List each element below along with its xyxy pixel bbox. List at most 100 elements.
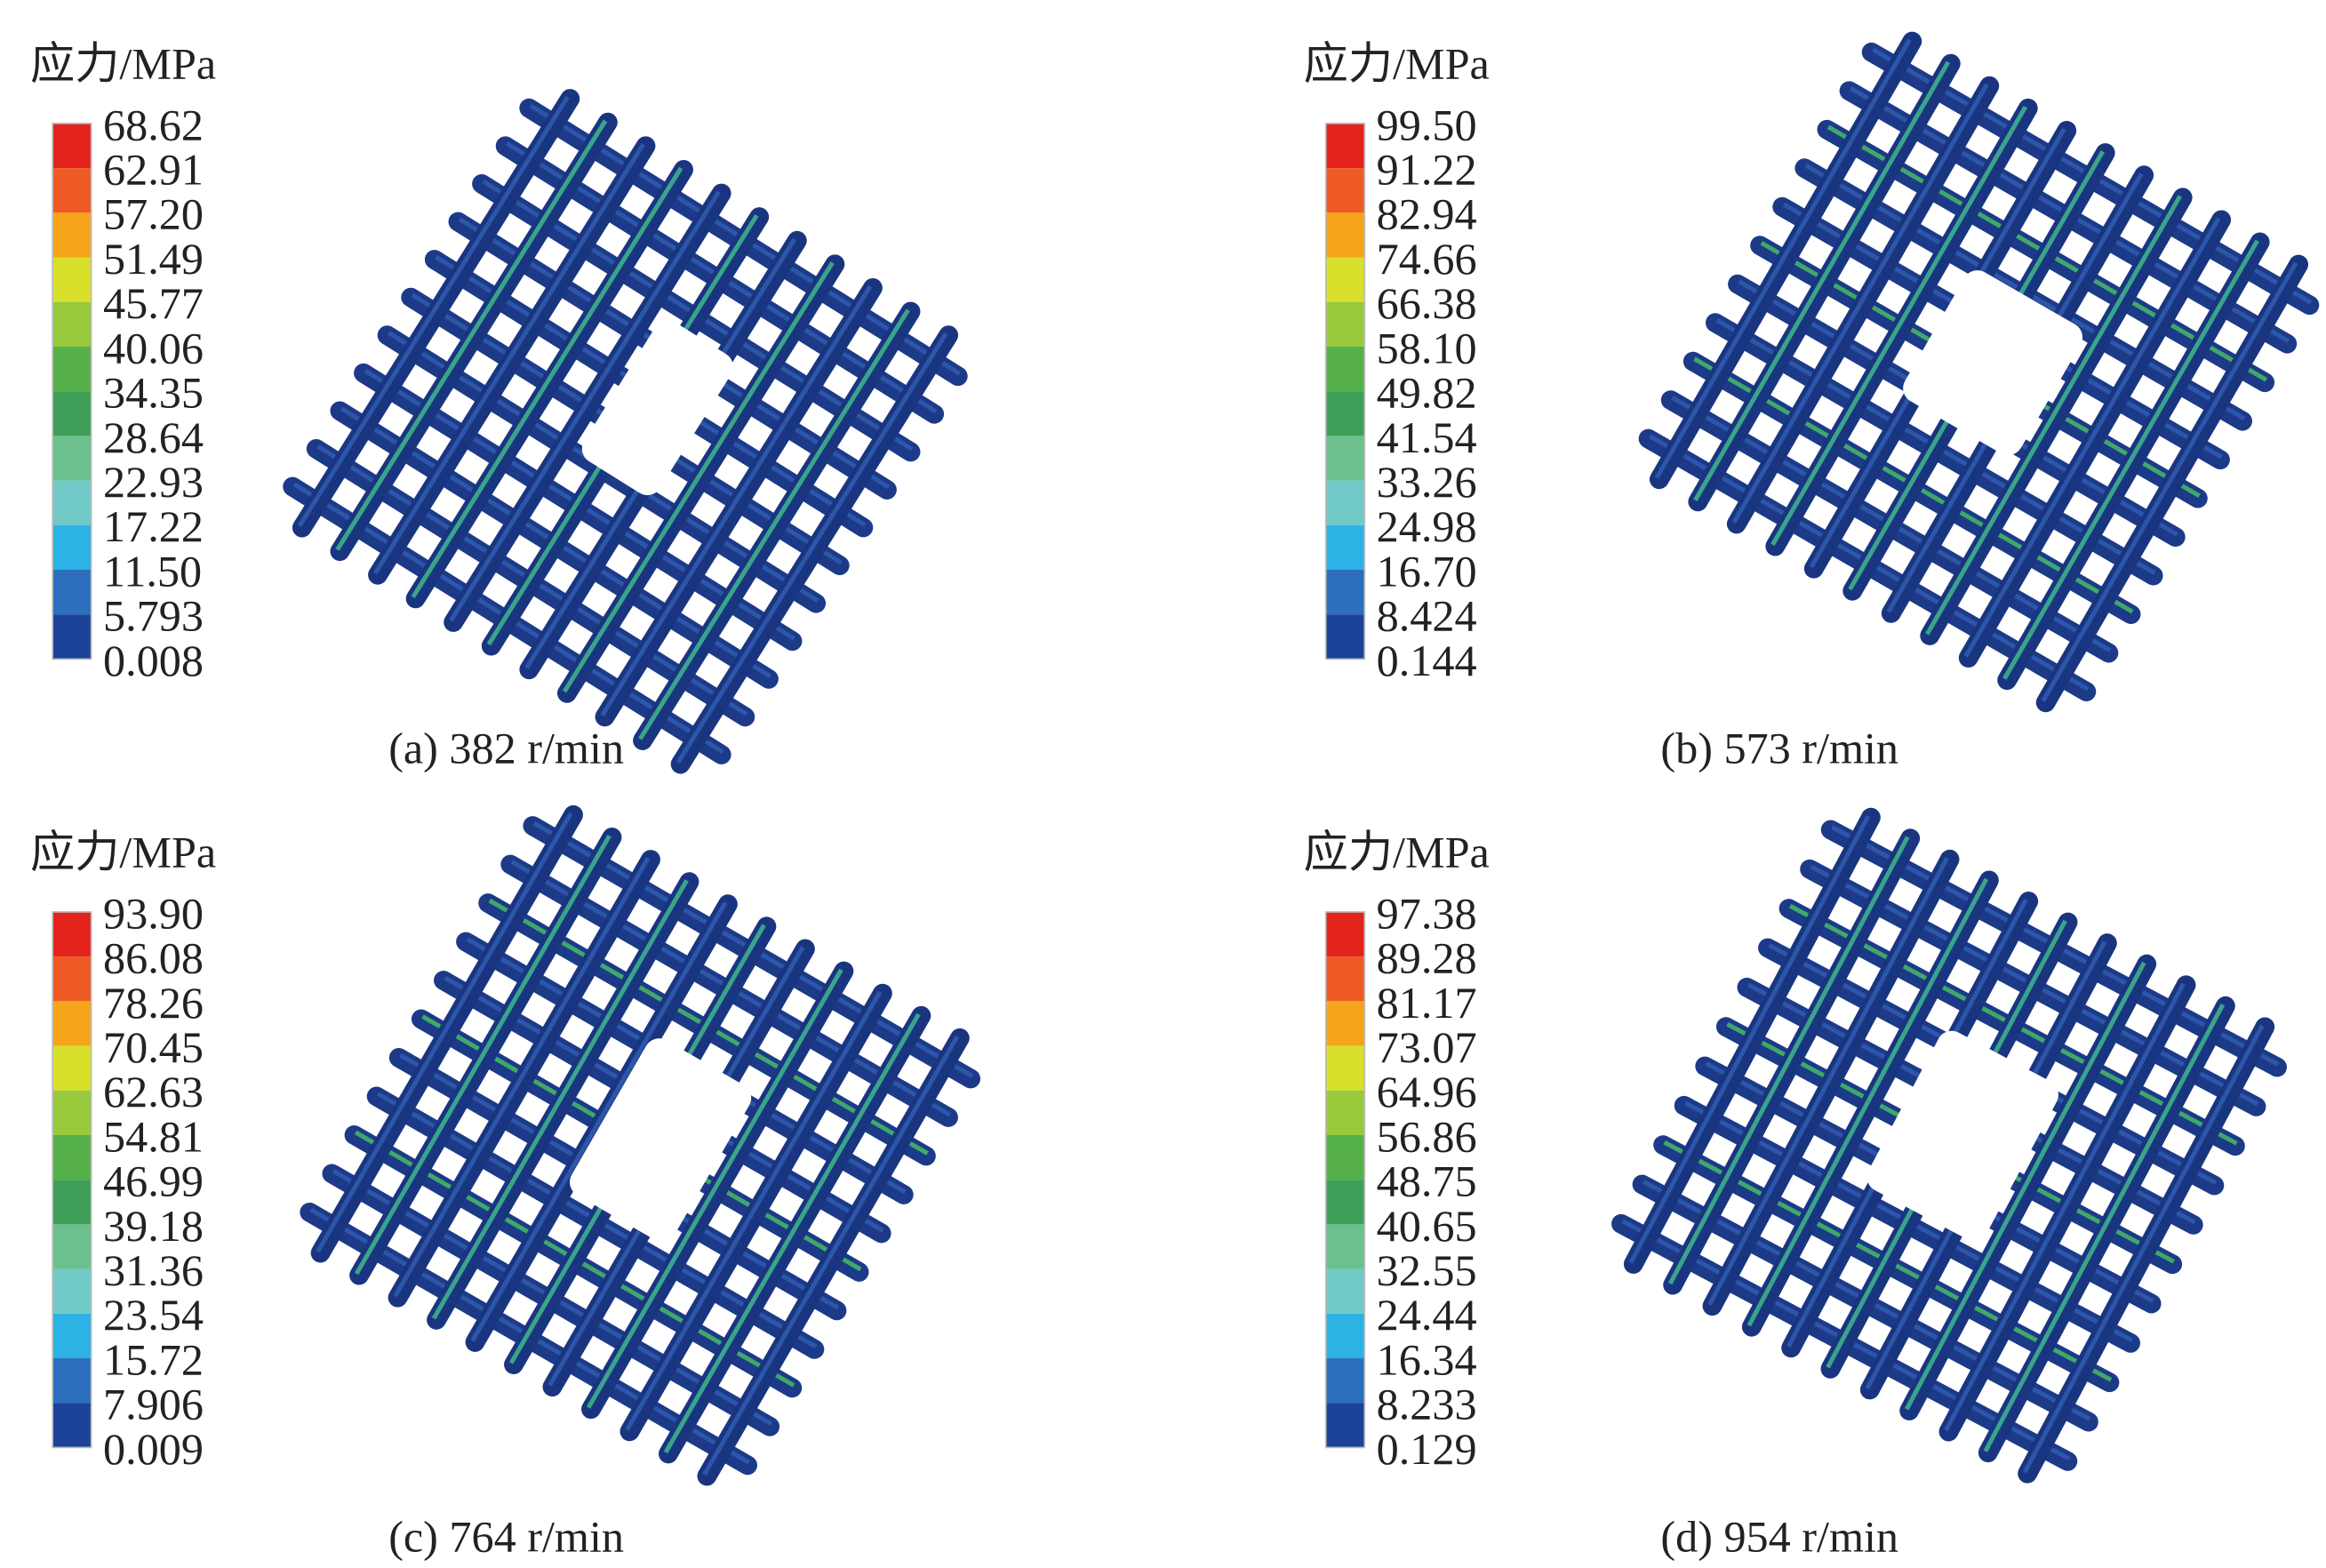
warp-highlight [1654, 38, 1912, 479]
warp-tube [1958, 210, 2232, 668]
legend-band [1325, 391, 1365, 436]
warp-tube [1623, 807, 1881, 1274]
legend-label: 89.28 [1377, 933, 1477, 983]
warp-highlight [1963, 217, 2221, 658]
mesh-hole [570, 1038, 752, 1242]
legend-band [52, 1313, 92, 1359]
woven-mesh [1611, 807, 2287, 1484]
warp-tube [2035, 254, 2309, 713]
warp-highlight [562, 261, 835, 693]
warp-tube [1920, 188, 2193, 645]
legend-band [1325, 524, 1365, 570]
caption: (d) 954 r/min [1660, 1512, 1898, 1562]
warp-highlight [1693, 60, 1951, 501]
legend-label: 41.54 [1377, 412, 1477, 462]
caption: (c) 764 r/min [388, 1512, 624, 1562]
legend-label: 86.08 [103, 933, 204, 983]
legend-label: 40.65 [1377, 1201, 1477, 1251]
legend-band [1325, 346, 1365, 392]
woven-mesh [300, 804, 981, 1486]
legend-label: 62.63 [103, 1067, 204, 1116]
legend-band [52, 1001, 92, 1046]
mesh-hole [581, 320, 733, 496]
warp-tube [1741, 870, 1999, 1337]
warp-highlight [586, 968, 843, 1409]
legend-label: 97.38 [1377, 888, 1477, 938]
warp-highlight [1944, 982, 2186, 1432]
legend-band [1325, 569, 1365, 615]
legend-label: 32.55 [1377, 1245, 1477, 1295]
legend-label: 51.49 [103, 234, 204, 284]
warp-highlight [335, 119, 608, 551]
legend-label: 49.82 [1377, 368, 1477, 418]
warp-tube [670, 325, 959, 774]
warp-highlight [2002, 239, 2259, 680]
warp-tube [633, 301, 921, 750]
legend-label: 0.144 [1377, 636, 1477, 685]
warp-tube [1978, 996, 2235, 1463]
warp-tube [388, 850, 660, 1308]
legend-label: 7.906 [103, 1380, 204, 1429]
legend-label: 33.26 [1377, 457, 1477, 507]
legend-title: 应力/MPa [1304, 39, 1490, 89]
warp-tube [595, 278, 883, 727]
woven-mesh [283, 89, 968, 774]
legend-label: 62.91 [103, 145, 204, 195]
warp-highlight [354, 834, 611, 1276]
warp-tube [619, 983, 892, 1442]
legend-label: 99.50 [1377, 100, 1477, 149]
legend-band [52, 436, 92, 481]
warp-tube [405, 159, 693, 609]
legend-band [1325, 480, 1365, 525]
legend-label: 39.18 [103, 1201, 204, 1251]
legend-frame [52, 911, 92, 1449]
legend-band [52, 1090, 92, 1135]
legend-label: 16.34 [1377, 1334, 1477, 1384]
warp-tube [349, 827, 622, 1285]
warp-highlight [431, 879, 689, 1320]
warp-highlight [638, 308, 910, 740]
warp-tube [1649, 31, 1922, 490]
legend-label: 28.64 [103, 412, 204, 462]
panel: 应力/MPa 97.3889.2881.1773.0764.9656.8648.7… [1304, 828, 1898, 1562]
legend-label: 22.93 [103, 457, 204, 507]
legend-label: 0.008 [103, 636, 204, 685]
warp-highlight [600, 284, 873, 717]
warp-tube [556, 254, 845, 703]
warp-highlight [1731, 83, 1989, 524]
warp-highlight [663, 1012, 921, 1454]
legend-band [52, 301, 92, 347]
legend-band [1325, 123, 1365, 169]
legend-band [1325, 911, 1365, 957]
legend-label: 15.72 [103, 1334, 204, 1384]
warp-tube [427, 872, 699, 1330]
legend-label: 58.10 [1377, 323, 1477, 372]
legend-band [52, 1358, 92, 1404]
panel: 应力/MPa 99.5091.2282.9474.6666.3858.1049.8… [1304, 39, 1898, 773]
legend-band [52, 1134, 92, 1180]
warp-tube [1765, 98, 2038, 556]
legend-label: 24.44 [1377, 1290, 1477, 1340]
legend-title: 应力/MPa [30, 828, 216, 877]
legend-band [1325, 1045, 1365, 1091]
legend-title: 应力/MPa [30, 39, 216, 89]
legend-label: 74.66 [1377, 234, 1477, 284]
warp-highlight [449, 190, 721, 622]
legend-band [52, 123, 92, 169]
legend-label: 31.36 [103, 1245, 204, 1295]
legend-band [1325, 1313, 1365, 1359]
legend-band [1325, 1001, 1365, 1046]
legend-band [1325, 1403, 1365, 1448]
mesh-hole [1903, 270, 2083, 456]
legend-frame [1324, 911, 1366, 1449]
legend-label: 17.22 [103, 501, 204, 551]
legend-label: 45.77 [103, 278, 204, 328]
legend-band [52, 569, 92, 615]
warp-highlight [1628, 814, 1871, 1264]
legend-title: 应力/MPa [1304, 828, 1490, 877]
legend-label: 93.90 [103, 888, 204, 938]
warp-highlight [1904, 961, 2146, 1411]
legend-band [52, 956, 92, 1002]
